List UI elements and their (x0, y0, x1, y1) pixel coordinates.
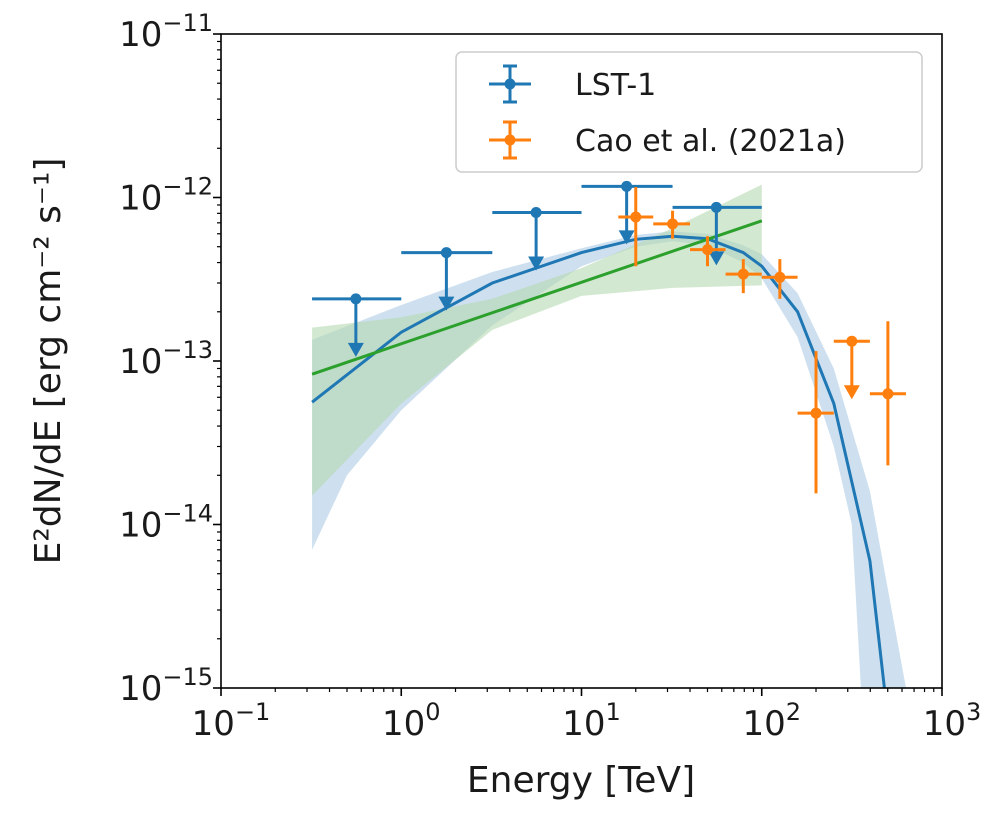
series-2-point-7 (833, 335, 870, 400)
x-tick-label-2: 100 (382, 698, 441, 744)
series-1-point-5-limit-arrow (708, 251, 725, 266)
series-1-point-1-marker (350, 293, 362, 305)
legend-item-1: LST-1 (489, 64, 656, 104)
legend-label-1: LST-1 (575, 68, 656, 103)
series-2-point-4 (725, 259, 762, 294)
series-1-point-2-limit-arrow (438, 296, 455, 311)
x-tick-label-3: 101 (562, 698, 621, 744)
series-1-point-4-limit-arrow (618, 230, 635, 245)
y-tick-label-3: 10−13 (119, 336, 213, 382)
series-1-point-2 (401, 247, 493, 311)
series-2-point-7-limit-arrow (843, 385, 860, 400)
series-2-point-8-marker (882, 388, 894, 400)
series-1-point-2-marker (440, 247, 452, 259)
series-1-point-3-marker (530, 206, 542, 218)
series-2-point-6 (797, 351, 834, 494)
series-2-point-7-marker (846, 335, 858, 347)
series-2-point-1-marker (630, 211, 642, 223)
legend: LST-1 Cao et al. (2021a) (455, 51, 923, 173)
legend-frame (455, 51, 923, 173)
series-1-point-5 (672, 201, 762, 266)
y-tick-label-5: 10−15 (119, 663, 213, 709)
series-1-point-3 (492, 206, 582, 271)
series-1-point-5-marker (710, 201, 722, 213)
legend-item-2: Cao et al. (2021a) (489, 120, 846, 160)
series-1-point-3-limit-arrow (528, 256, 545, 271)
series-2-point-4-marker (737, 268, 749, 280)
series-1-point-4 (581, 180, 673, 245)
series-2-point-2-marker (667, 218, 679, 230)
legend-label-2: Cao et al. (2021a) (575, 124, 846, 159)
model-curve-2 (311, 219, 763, 376)
series-1-point-4-marker (621, 180, 633, 192)
x-tick-label-1: 10−1 (192, 698, 271, 744)
x-axis-label: Energy [TeV] (467, 760, 695, 801)
x-tick-label-4: 102 (742, 698, 801, 744)
x-tick-label-5: 103 (923, 698, 982, 744)
model-band-2 (312, 184, 762, 496)
y-tick-label-1: 10−11 (119, 9, 213, 55)
y-axis-label: E²dN/dE [erg cm⁻² s⁻¹] (28, 158, 69, 565)
series-2-point-1 (618, 186, 654, 267)
legend-marker-dot (504, 78, 516, 90)
y-tick-label-4: 10−14 (119, 500, 213, 546)
legend-marker-dot (504, 134, 516, 146)
series-2-point-5-marker (774, 271, 786, 283)
series-1-point-1-limit-arrow (347, 342, 364, 357)
y-tick-label-2: 10−12 (119, 173, 213, 219)
series-1-point-1 (312, 293, 402, 357)
series-2-point-2 (653, 210, 691, 239)
series-2-point-8 (869, 321, 906, 466)
series-2-point-3-marker (701, 244, 713, 256)
series-2-point-5 (761, 259, 798, 299)
series-2-point-6-marker (810, 407, 822, 419)
series-2-point-3 (690, 236, 726, 267)
